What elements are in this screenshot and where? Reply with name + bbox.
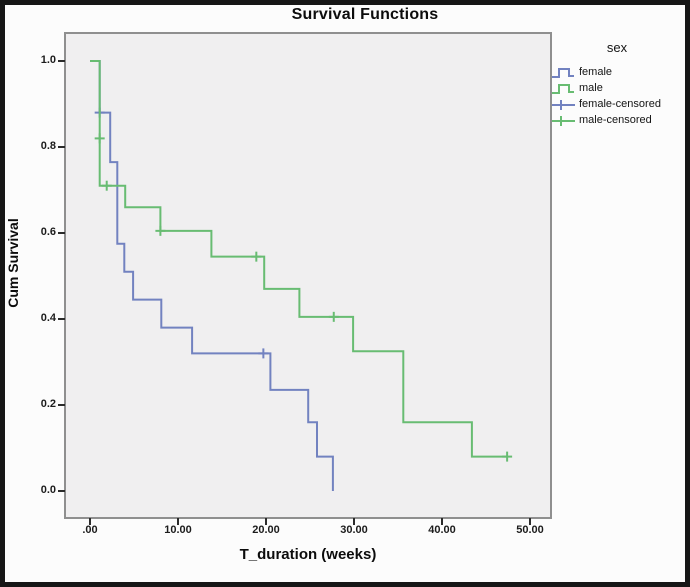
y-tick-label: 0.0 xyxy=(40,484,56,496)
x-tick-label: .00 xyxy=(82,524,98,536)
y-tick-label: 0.8 xyxy=(40,140,56,152)
legend-items: female male female-censored male-censored xyxy=(551,64,683,128)
y-tick-label: 0.2 xyxy=(40,398,56,410)
legend-item-label: female xyxy=(579,66,613,78)
y-tick-label: 0.6 xyxy=(40,226,56,238)
male-censored-marker xyxy=(155,225,166,236)
plot-area xyxy=(64,32,552,519)
y-tick-label: 0.4 xyxy=(40,312,56,324)
legend-item-male: male xyxy=(551,80,683,96)
chart-title: Survival Functions xyxy=(291,6,439,23)
y-tick-label: 1.0 xyxy=(40,54,56,66)
female-survival-curve xyxy=(90,60,334,491)
male-line-icon xyxy=(552,83,574,94)
female-censored-marker xyxy=(258,348,269,359)
y-axis-title: Cum Survival xyxy=(5,218,21,308)
male-censored-marker xyxy=(251,251,262,262)
male-censored-marker xyxy=(101,180,112,191)
male-survival-curve xyxy=(90,60,508,458)
legend-item-female: female xyxy=(551,64,683,80)
x-tick-label: 50.00 xyxy=(516,524,544,536)
legend-item-male-censored: male-censored xyxy=(551,112,683,128)
male-censored-marker xyxy=(328,311,339,322)
x-tick-label: 40.00 xyxy=(428,524,456,536)
male-censored-marker xyxy=(502,451,513,462)
x-tick-label: 30.00 xyxy=(340,524,368,536)
female-censored-plus-icon xyxy=(552,99,575,110)
legend: sex female male female-censored male-censor… xyxy=(551,40,683,128)
legend-title: sex xyxy=(606,40,628,55)
legend-item-label: female-censored xyxy=(579,98,661,110)
legend-item-label: male xyxy=(579,82,603,94)
legend-item-female-censored: female-censored xyxy=(551,96,683,112)
female-line-icon xyxy=(552,67,574,78)
male-censored-plus-icon xyxy=(552,115,575,126)
x-tick-label: 20.00 xyxy=(252,524,280,536)
male-censored-marker xyxy=(94,133,105,144)
x-axis-title: T_duration (weeks) xyxy=(239,546,377,563)
x-tick-label: 10.00 xyxy=(164,524,192,536)
legend-item-label: male-censored xyxy=(579,114,652,126)
